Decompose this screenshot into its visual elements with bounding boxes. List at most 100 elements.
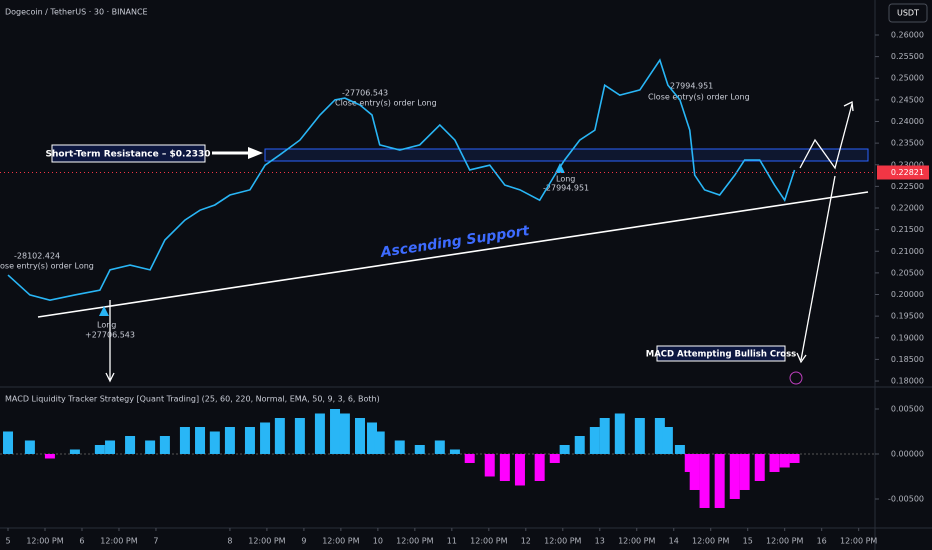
x-tick-label: 13 (595, 537, 605, 546)
support-line (37, 191, 869, 318)
trade-pnl: +27706.543 (85, 331, 135, 340)
x-tick-label: 14 (669, 537, 679, 546)
histogram-bar (294, 417, 305, 454)
x-tick-label: 12:00 PM (322, 537, 359, 546)
y-tick-label: 0.20000 (891, 290, 924, 299)
resistance-band (264, 148, 869, 162)
histogram-bar (3, 431, 14, 454)
histogram-bar (374, 431, 385, 454)
y-tick-label: 0.25500 (891, 52, 924, 61)
histogram-bar (699, 453, 710, 508)
histogram-bar (614, 413, 625, 454)
histogram-bar (634, 417, 645, 454)
y-tick-label: 0.25000 (891, 74, 924, 83)
arrow-head (843, 101, 854, 112)
y-tick-label: 0.26000 (891, 30, 924, 39)
histogram-bar (94, 444, 105, 454)
x-tick-label: 5 (5, 537, 10, 546)
x-tick-label: 12:00 PM (618, 537, 655, 546)
histogram-bar (464, 453, 475, 463)
arrow-head (105, 372, 115, 383)
histogram-bar (662, 426, 673, 454)
histogram-bar (69, 449, 80, 454)
x-tick-label: 15 (743, 537, 753, 546)
last-price-label: 0.22821 (891, 168, 924, 177)
x-tick-label: 12:00 PM (100, 537, 137, 546)
y-tick-label: 0.19000 (891, 333, 924, 342)
histogram-bar (549, 453, 560, 463)
x-tick-label: 6 (79, 537, 84, 546)
indicator-title: MACD Liquidity Tracker Strategy [Quant T… (5, 395, 380, 404)
projection (105, 101, 854, 383)
symbol-title: Dogecoin / TetherUS · 30 · BINANCE (5, 8, 148, 17)
histogram-bar (105, 440, 116, 454)
x-tick-label: 12:00 PM (26, 537, 63, 546)
trade-pnl: -27994.951 (543, 184, 589, 193)
trade-pnl: -27706.543 (342, 89, 388, 98)
histogram-bar (354, 417, 365, 454)
histogram-bar (739, 453, 750, 490)
resistance-label: Short-Term Resistance – $0.2330 (45, 150, 210, 160)
histogram-bar (145, 440, 156, 454)
currency[interactable]: USDT (897, 9, 919, 18)
y-tick-label: 0.23500 (891, 139, 924, 148)
trade-label: ose entry(s) order Long (0, 262, 94, 271)
histogram-bar (654, 417, 665, 454)
histogram-bar (434, 440, 445, 454)
x-tick-label: 7 (153, 537, 158, 546)
histogram-bar (574, 435, 585, 454)
histogram-bar (689, 453, 700, 490)
histogram-bar (589, 426, 600, 454)
pointer-arrow-head (248, 147, 263, 159)
last-price-box (877, 165, 929, 180)
histogram-bar (769, 453, 780, 472)
currency-box[interactable] (888, 3, 928, 23)
histogram-bar (330, 408, 341, 454)
y-tick-label: 0.00500 (891, 404, 924, 413)
x-tick-label: 10 (373, 537, 383, 546)
histogram-bar (179, 426, 190, 454)
alert-icon[interactable] (789, 371, 803, 385)
histogram-bar (394, 440, 405, 454)
y-tick-label: 0.23000 (891, 160, 924, 169)
x-tick-label: 12:00 PM (840, 537, 877, 546)
histogram-bar (674, 444, 685, 454)
x-tick-label: 12:00 PM (396, 537, 433, 546)
y-tick-label: 0.21000 (891, 247, 924, 256)
y-tick-label: 0.22000 (891, 204, 924, 213)
projection-path (799, 103, 853, 170)
histogram-bar (779, 453, 790, 468)
trade-label: Long (556, 175, 575, 184)
trade-label: Close entry(s) order Long (648, 93, 750, 102)
histogram-bar (559, 444, 570, 454)
price-line (7, 58, 796, 301)
macd-note: MACD Attempting Bullish Cross (646, 350, 797, 360)
x-tick-label: 9 (301, 537, 306, 546)
y-tick-label: 0.20500 (891, 268, 924, 277)
histogram-bar (729, 453, 740, 499)
histogram-bar (449, 449, 460, 454)
y-tick-label: -0.00500 (888, 494, 924, 503)
histogram-bar (714, 453, 725, 508)
y-tick-label: 0.22500 (891, 182, 924, 191)
histogram-bar (484, 453, 495, 477)
histogram-bar (159, 435, 170, 454)
macd-arrow (800, 175, 836, 361)
arrow-head (796, 352, 807, 364)
trade-marker (99, 306, 109, 316)
x-tick-label: 12:00 PM (544, 537, 581, 546)
x-tick-label: 12:00 PM (692, 537, 729, 546)
histogram-bar (414, 444, 425, 454)
histogram-bar (24, 440, 35, 454)
y-tick-label: 0.00000 (891, 449, 924, 458)
macd-note-box (656, 345, 786, 362)
histogram-bar (125, 435, 136, 454)
trade-pnl: 27994.951 (670, 82, 713, 91)
x-tick-label: 12 (521, 537, 531, 546)
histogram-bar (499, 453, 510, 481)
histogram-bar (314, 413, 325, 454)
histogram-bar (274, 417, 285, 454)
